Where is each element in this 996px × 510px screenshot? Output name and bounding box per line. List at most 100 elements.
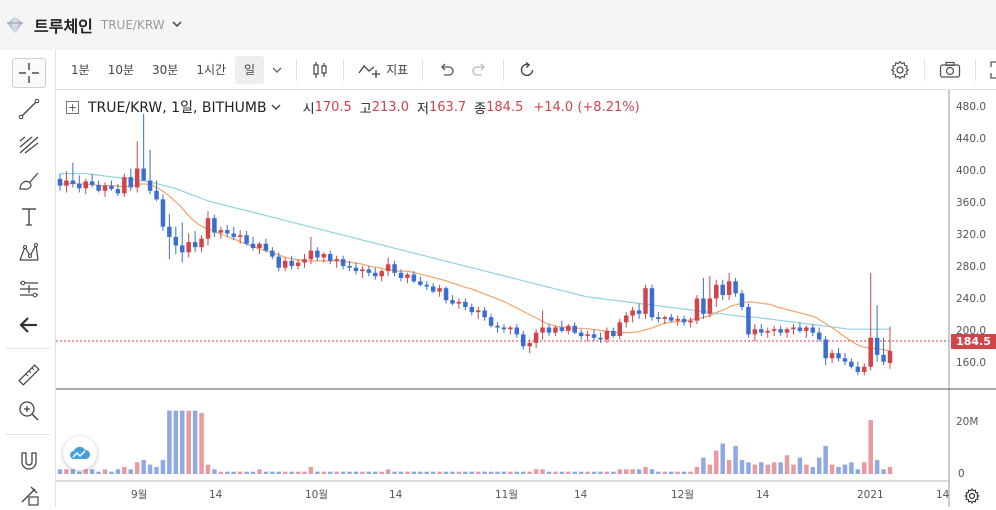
crosshair-icon[interactable]: [12, 58, 46, 88]
tools-divider: [6, 434, 50, 435]
candle: [147, 180, 153, 191]
settings-icon[interactable]: [882, 56, 918, 84]
candle: [353, 267, 359, 272]
volume-bar: [630, 469, 635, 474]
volume-bar: [128, 469, 134, 474]
time-tick: 14: [936, 489, 950, 501]
candle: [77, 183, 82, 189]
volume-bar: [347, 471, 352, 474]
volume-bar: [340, 471, 346, 474]
volume-bar: [823, 445, 828, 474]
candle: [109, 185, 114, 190]
volume-bar: [282, 471, 288, 474]
change-value: +14.0 (+8.21%): [533, 99, 640, 115]
candle: [340, 259, 346, 266]
volume-bar: [694, 466, 700, 474]
candle: [604, 330, 610, 340]
low-value: 163.7: [428, 99, 467, 115]
candle: [167, 226, 172, 237]
volume-bar: [611, 471, 616, 474]
measure-icon[interactable]: [12, 274, 46, 304]
price-tick: 280.0: [956, 261, 986, 273]
price-tick: 480.0: [956, 101, 986, 113]
back-arrow-icon[interactable]: [12, 310, 46, 340]
candle: [501, 327, 507, 330]
reset-icon[interactable]: [510, 56, 544, 84]
toolbar-divider: [422, 58, 424, 81]
volume-bar: [726, 459, 732, 474]
volume-bar: [199, 413, 204, 474]
price-tick: 320.0: [956, 229, 986, 241]
price-axis-labels: 480.0 440.0 400.0 360.0 320.0 280.0 240.…: [956, 101, 986, 369]
volume-bar: [212, 469, 217, 474]
volume-bar: [418, 471, 423, 474]
volume-bar: [739, 459, 745, 474]
candle-type-icon[interactable]: [303, 56, 337, 84]
volume-bar: [842, 464, 848, 474]
volume-bar: [617, 469, 623, 474]
candle: [327, 254, 333, 261]
redo-icon[interactable]: [463, 56, 497, 84]
candle: [405, 274, 410, 278]
candle: [192, 242, 198, 248]
volume-tick: 0: [958, 468, 965, 480]
interval-1m[interactable]: 1분: [71, 62, 90, 77]
interval-dropdown-chevron-icon[interactable]: [264, 56, 290, 84]
volume-bar: [173, 410, 179, 474]
legend-symbol[interactable]: TRUE/KRW, 1일, BITHUMB: [88, 100, 267, 116]
interval-30m[interactable]: 30분: [152, 62, 179, 77]
candle: [469, 306, 475, 313]
candle: [881, 354, 886, 362]
text-icon[interactable]: [12, 202, 46, 232]
legend-expand-icon[interactable]: +: [66, 100, 79, 114]
pattern-icon[interactable]: [12, 238, 46, 268]
candle: [379, 271, 384, 277]
time-tick: 2021: [857, 489, 884, 501]
candle: [578, 332, 584, 337]
camera-icon[interactable]: [931, 56, 969, 84]
candle: [842, 358, 848, 362]
ma-slow-line: [60, 173, 890, 330]
volume-bar: [585, 471, 590, 474]
price-tick: 160.0: [956, 357, 986, 369]
candle: [701, 298, 706, 314]
candle: [765, 330, 771, 333]
volume-bar: [411, 471, 417, 474]
candle: [855, 366, 861, 372]
trend-line-icon[interactable]: [12, 94, 46, 124]
close-value: 184.5: [486, 99, 524, 115]
toolbar-divider: [503, 58, 505, 81]
lock-pen-icon[interactable]: [12, 480, 46, 510]
interval-1h[interactable]: 1시간: [196, 62, 227, 77]
time-tick: 14: [574, 489, 588, 501]
candle: [868, 337, 873, 367]
candle: [186, 242, 191, 253]
candle: [334, 259, 339, 261]
zoom-in-icon[interactable]: [12, 396, 46, 426]
candle: [662, 317, 668, 319]
candle: [411, 274, 417, 282]
legend-chevron-icon[interactable]: [271, 103, 281, 111]
interval-1d[interactable]: 일: [235, 55, 265, 84]
chevron-down-icon[interactable]: [171, 18, 183, 32]
fullscreen-icon[interactable]: [982, 56, 996, 84]
magnet-icon[interactable]: [12, 446, 46, 476]
volume-bar: [881, 469, 886, 474]
interval-10m[interactable]: 10분: [107, 62, 134, 77]
candlestick-series: [57, 113, 893, 376]
fib-tool-icon[interactable]: [12, 130, 46, 160]
candle: [887, 350, 893, 363]
undo-icon[interactable]: [429, 56, 463, 84]
brush-icon[interactable]: [12, 166, 46, 196]
chart-logo-icon[interactable]: [63, 436, 97, 470]
ruler-icon[interactable]: [12, 360, 46, 390]
volume-bar: [263, 471, 269, 474]
volume-bar: [456, 471, 462, 474]
indicator-button[interactable]: 지표: [350, 56, 416, 84]
volume-bar: [327, 471, 333, 474]
price-chart[interactable]: 480.0 440.0 400.0 360.0 320.0 280.0 240.…: [56, 90, 996, 507]
time-axis-settings-icon[interactable]: [962, 486, 982, 506]
candle: [179, 245, 185, 253]
volume-bar: [829, 464, 835, 474]
candle: [57, 178, 63, 186]
